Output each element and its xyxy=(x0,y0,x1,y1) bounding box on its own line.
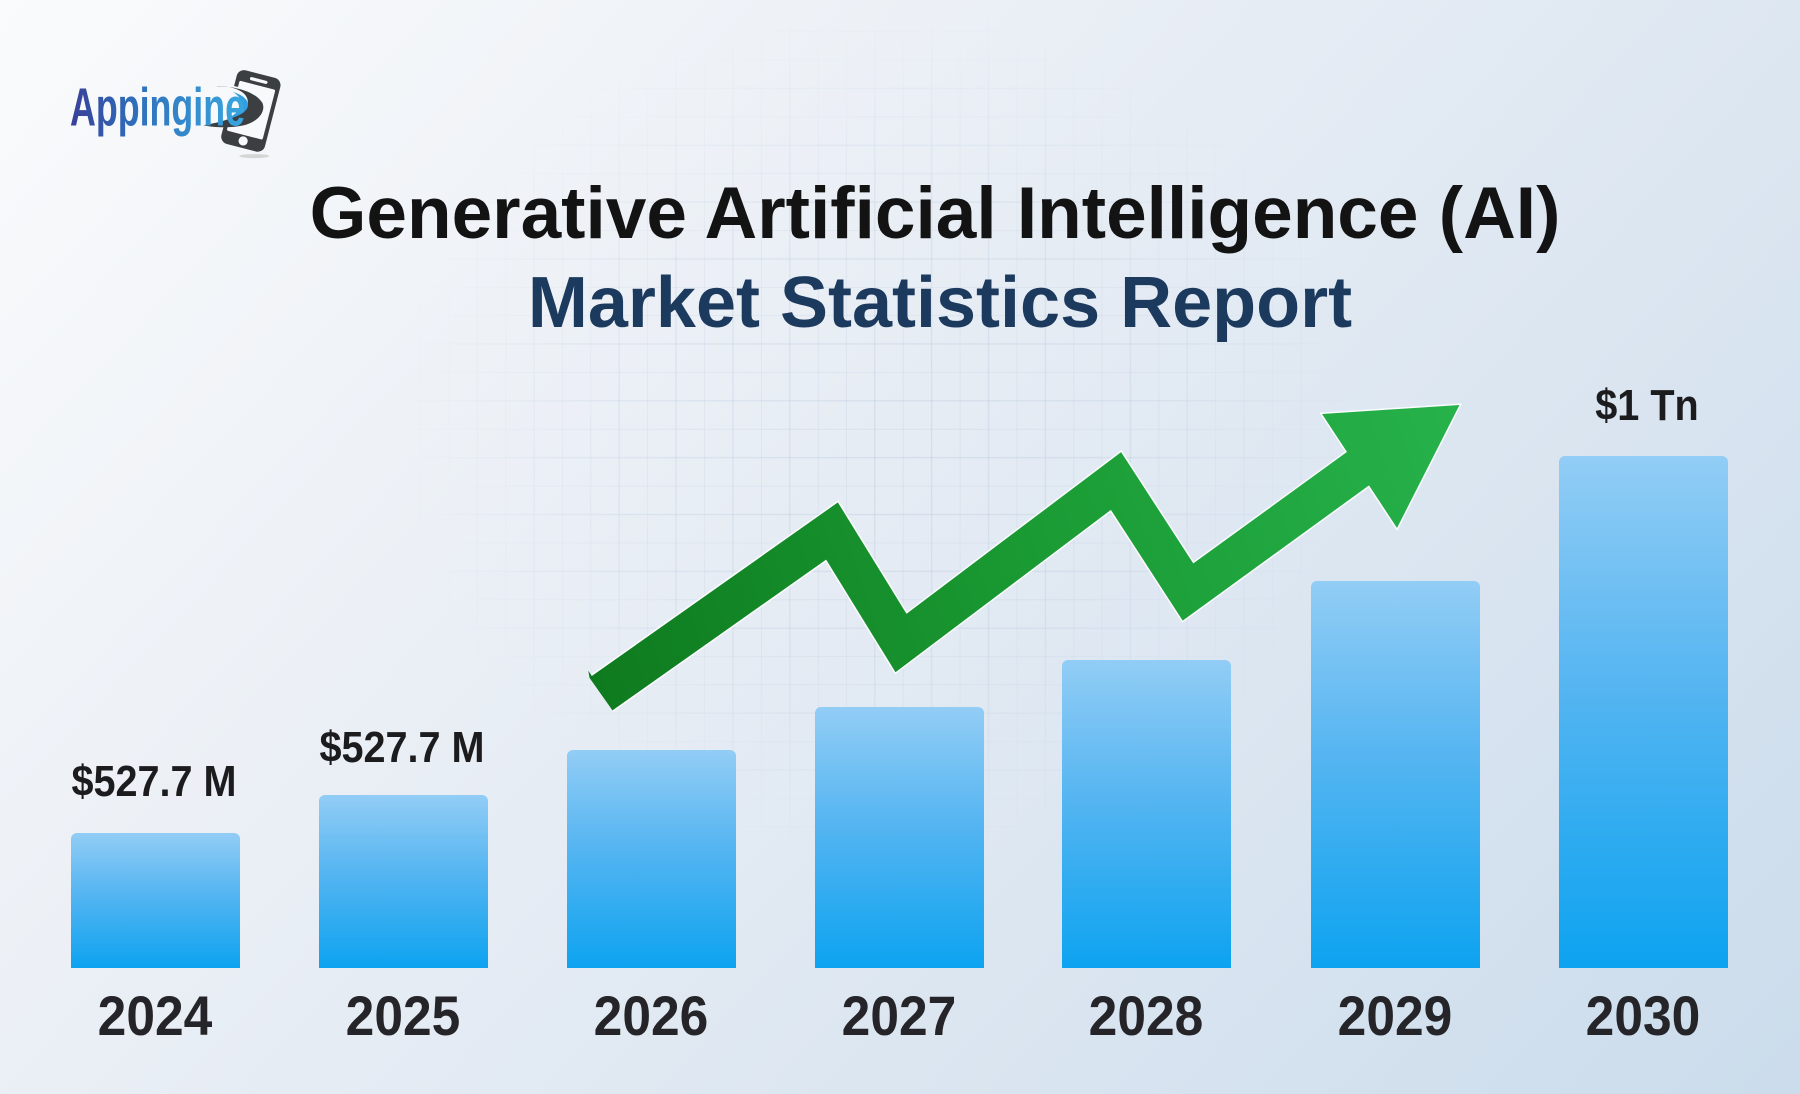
svg-text:Appingine: Appingine xyxy=(70,78,245,138)
